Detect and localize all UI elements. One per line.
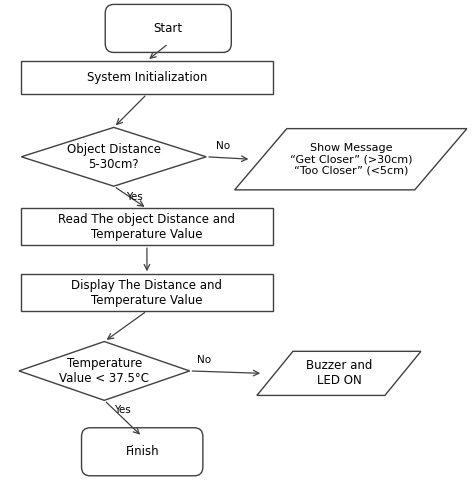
Text: Show Message
“Get Closer” (>30cm)
“Too Closer” (<5cm): Show Message “Get Closer” (>30cm) “Too C… (290, 143, 412, 176)
Text: Display The Distance and
Temperature Value: Display The Distance and Temperature Val… (72, 278, 222, 307)
Polygon shape (235, 128, 467, 190)
Text: System Initialization: System Initialization (87, 71, 207, 84)
Polygon shape (257, 351, 421, 395)
Polygon shape (21, 127, 206, 186)
Text: No: No (197, 355, 211, 365)
Polygon shape (19, 342, 190, 400)
Text: Object Distance
5-30cm?: Object Distance 5-30cm? (67, 143, 161, 171)
Text: Yes: Yes (126, 192, 142, 202)
Bar (21, 209, 273, 245)
Text: No: No (216, 141, 230, 151)
Text: Start: Start (154, 22, 183, 35)
Text: Read The object Distance and
Temperature Value: Read The object Distance and Temperature… (58, 213, 236, 241)
Text: Finish: Finish (126, 445, 159, 458)
Text: Buzzer and
LED ON: Buzzer and LED ON (306, 359, 372, 388)
FancyBboxPatch shape (105, 4, 231, 52)
Text: Yes: Yes (114, 405, 130, 415)
FancyBboxPatch shape (82, 428, 203, 476)
Text: Temperature
Value < 37.5°C: Temperature Value < 37.5°C (59, 357, 149, 385)
Bar (21, 274, 273, 311)
Bar (21, 61, 273, 94)
